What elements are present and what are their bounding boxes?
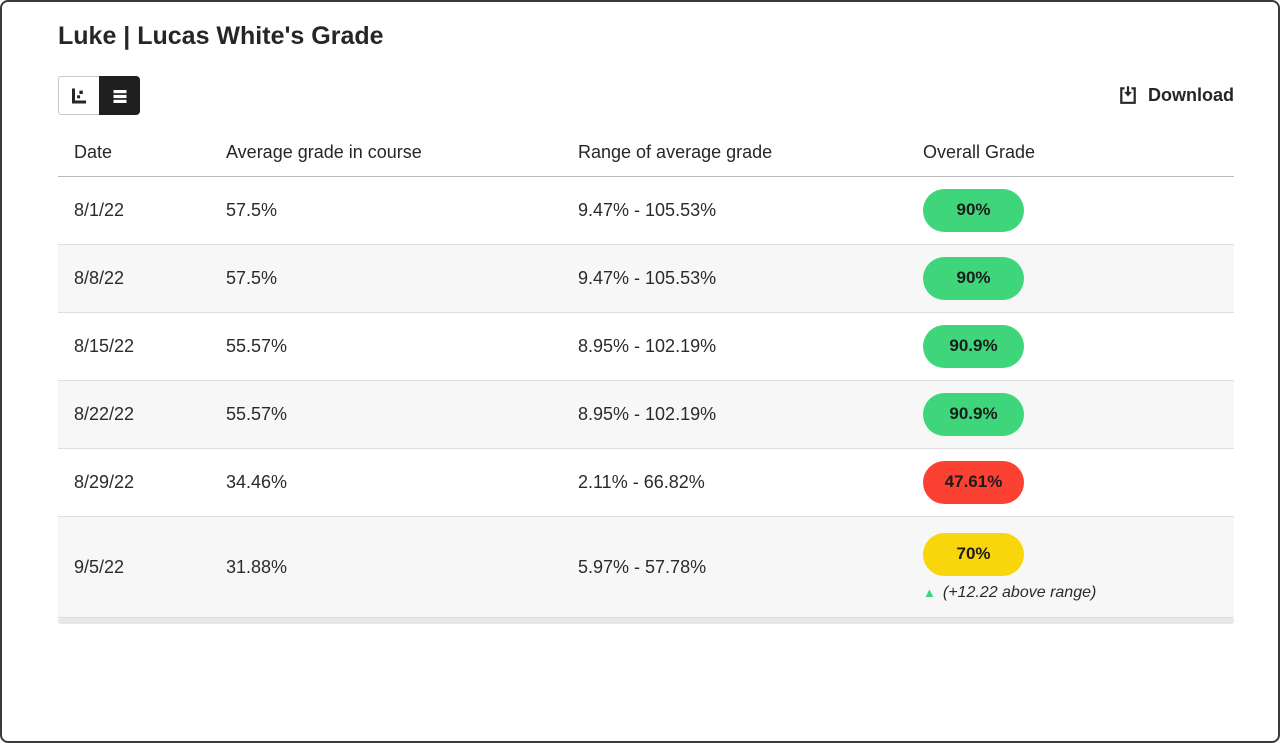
download-button[interactable]: Download <box>1117 85 1234 107</box>
table-row: 8/29/22 34.46% 2.11% - 66.82% 47.61% <box>58 448 1234 517</box>
header-average-grade: Average grade in course <box>210 131 562 177</box>
overall-grade-cell: 90% <box>907 244 1234 313</box>
table-row: 8/22/22 55.57% 8.95% - 102.19% 90.9% <box>58 380 1234 449</box>
table-row: 8/8/22 57.5% 9.47% - 105.53% 90% <box>58 244 1234 313</box>
table-row: 8/1/22 57.5% 9.47% - 105.53% 90% <box>58 176 1234 245</box>
range-note-text: (+12.22 above range) <box>942 583 1097 601</box>
average-grade-cell: 34.46% <box>210 448 562 517</box>
range-cell: 8.95% - 102.19% <box>562 380 907 449</box>
content: Luke | Lucas White's Grade <box>2 2 1278 624</box>
overall-grade-cell: 90% <box>907 176 1234 245</box>
list-icon <box>113 89 126 103</box>
range-cell: 9.47% - 105.53% <box>562 176 907 245</box>
average-grade-cell: 55.57% <box>210 312 562 381</box>
page-title: Luke | Lucas White's Grade <box>58 22 384 50</box>
chart-view-button[interactable] <box>58 76 99 116</box>
overall-grade-cell: 90.9% <box>907 312 1234 381</box>
overall-grade-badge: 90.9% <box>923 324 1024 368</box>
average-grade-cell: 31.88% <box>210 516 562 618</box>
date-cell: 9/5/22 <box>58 516 210 618</box>
chart-icon <box>72 88 86 104</box>
table-body: 8/1/22 57.5% 9.47% - 105.53% 90% 8/8/22 … <box>58 176 1234 618</box>
overall-grade-badge: 47.61% <box>923 460 1024 504</box>
header-range: Range of average grade <box>562 131 907 177</box>
view-toggle <box>58 76 140 116</box>
up-triangle-icon: ▲ <box>923 585 936 601</box>
header-overall-grade: Overall Grade <box>907 131 1234 177</box>
overall-grade-cell: 70% ▲ (+12.22 above range) <box>907 516 1234 618</box>
overall-grade-badge: 90% <box>923 256 1024 300</box>
overall-grade-badge: 90% <box>923 188 1024 232</box>
horizontal-scrollbar[interactable] <box>58 617 1234 624</box>
overall-grade-badge: 90.9% <box>923 392 1024 436</box>
date-cell: 8/8/22 <box>58 244 210 313</box>
range-note: ▲ (+12.22 above range) <box>923 584 1218 602</box>
average-grade-cell: 55.57% <box>210 380 562 449</box>
table-header: Date Average grade in course Range of av… <box>58 131 1234 177</box>
table-row: 9/5/22 31.88% 5.97% - 57.78% 70% ▲ (+12.… <box>58 516 1234 618</box>
date-cell: 8/22/22 <box>58 380 210 449</box>
range-cell: 2.11% - 66.82% <box>562 448 907 517</box>
list-view-button[interactable] <box>99 76 140 116</box>
overall-grade-badge: 70% <box>923 532 1024 576</box>
table-row: 8/15/22 55.57% 8.95% - 102.19% 90.9% <box>58 312 1234 381</box>
range-cell: 8.95% - 102.19% <box>562 312 907 381</box>
date-cell: 8/15/22 <box>58 312 210 381</box>
overall-grade-cell: 90.9% <box>907 380 1234 449</box>
download-label: Download <box>1148 85 1234 106</box>
download-icon <box>1120 86 1136 104</box>
header-date: Date <box>58 131 210 177</box>
average-grade-cell: 57.5% <box>210 176 562 245</box>
average-grade-cell: 57.5% <box>210 244 562 313</box>
date-cell: 8/29/22 <box>58 448 210 517</box>
range-cell: 5.97% - 57.78% <box>562 516 907 618</box>
overall-grade-cell: 47.61% <box>907 448 1234 517</box>
range-cell: 9.47% - 105.53% <box>562 244 907 313</box>
date-cell: 8/1/22 <box>58 176 210 245</box>
toolbar: Download <box>58 76 1234 116</box>
grades-table: Date Average grade in course Range of av… <box>58 131 1234 618</box>
